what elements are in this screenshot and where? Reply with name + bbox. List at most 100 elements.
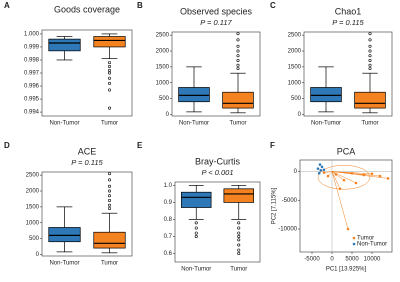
plot-frame — [171, 31, 261, 117]
point — [378, 174, 382, 178]
y-tick-label: 0.7 — [164, 234, 173, 240]
outlier — [368, 44, 372, 48]
box — [310, 87, 342, 103]
x-tick-label: -5000 — [304, 257, 320, 263]
y-tick-label: 2500 — [26, 173, 40, 179]
y-tick-label: 1000 — [288, 80, 302, 86]
chart-title: PCA — [337, 146, 356, 156]
y-tick-label: 0 — [294, 169, 298, 175]
point — [319, 169, 323, 172]
x-tick-label: 0 — [330, 257, 334, 263]
point — [322, 168, 326, 172]
outlier — [236, 49, 240, 53]
plot-frame — [174, 181, 261, 263]
chart-title: Observed species — [180, 6, 253, 16]
outlier — [368, 59, 372, 63]
outlier — [368, 54, 372, 58]
y-tick-label: 0.995 — [24, 97, 40, 103]
legend-marker — [352, 242, 356, 246]
loading-line — [331, 171, 389, 179]
outlier — [237, 251, 241, 255]
outlier — [108, 68, 112, 72]
point — [317, 171, 321, 175]
y-tick-label: 0.996 — [24, 84, 40, 90]
outlier — [237, 221, 241, 225]
outlier — [368, 49, 372, 53]
chart-title: Chao1 — [335, 6, 362, 16]
p-value: P = 0.115 — [332, 18, 364, 27]
y-tick-label: 1500 — [156, 64, 170, 70]
loading-line — [331, 171, 373, 175]
outlier — [108, 184, 112, 188]
outlier — [237, 238, 241, 242]
box — [223, 188, 254, 203]
y-tick-label: 1500 — [288, 64, 302, 70]
point — [342, 178, 346, 182]
box — [48, 38, 81, 52]
x-tick-label: Tumor — [361, 121, 378, 127]
outlier — [236, 44, 240, 48]
y-tick-label: 500 — [29, 236, 40, 242]
point — [386, 177, 390, 180]
panel-label: B — [137, 1, 143, 10]
plot-frame — [299, 159, 393, 253]
x-tick-label: Non-Tumor — [311, 121, 341, 127]
point — [346, 227, 350, 231]
y-tick-label: 2500 — [288, 33, 302, 39]
y-tick-label: 1000 — [156, 80, 170, 86]
y-tick-label: 500 — [159, 96, 170, 102]
box — [93, 231, 126, 249]
point — [318, 163, 322, 166]
x-tick-label: Tumor — [230, 267, 247, 273]
outlier — [368, 38, 372, 42]
plot-frame — [41, 171, 133, 257]
outlier — [237, 226, 241, 230]
box — [48, 227, 81, 243]
outlier — [108, 172, 112, 176]
panel-label: A — [4, 1, 10, 10]
chart-title: Goods coverage — [54, 4, 120, 14]
point — [326, 174, 330, 178]
p-value: P = 0.115 — [71, 158, 103, 167]
panel-label: C — [270, 1, 276, 10]
outlier — [108, 88, 112, 92]
outlier — [108, 203, 112, 207]
y-tick-label: 500 — [291, 96, 302, 102]
point — [338, 187, 342, 191]
y-tick-label: 0 — [166, 112, 170, 118]
y-tick-label: 1.000 — [24, 31, 40, 37]
x-tick-label: Non-Tumor — [181, 267, 211, 273]
outlier — [236, 32, 240, 36]
loading-line — [331, 171, 357, 184]
outlier — [108, 64, 112, 68]
outlier — [108, 206, 112, 210]
x-tick-label: Tumor — [229, 121, 246, 127]
box — [93, 36, 126, 48]
outlier — [108, 76, 112, 80]
outlier — [194, 226, 198, 230]
outlier — [237, 231, 241, 235]
outlier — [108, 194, 112, 198]
x-tick-label: 10000 — [364, 257, 381, 263]
x-tick-label: Tumor — [101, 121, 118, 127]
outlier — [194, 221, 198, 225]
legend-marker — [352, 236, 356, 240]
loading-line — [331, 171, 345, 181]
point — [370, 172, 374, 176]
outlier — [368, 32, 372, 36]
y-tick-label: 0.998 — [24, 58, 40, 64]
p-value: P = 0.117 — [200, 18, 232, 27]
y-tick-label: 0.6 — [164, 251, 173, 257]
outlier — [368, 63, 372, 67]
legend-label: Tumor — [357, 236, 374, 242]
point — [362, 173, 366, 177]
y-tick-label: 1500 — [26, 204, 40, 210]
x-tick-label: Non-Tumor — [49, 261, 79, 267]
ellipse — [317, 165, 371, 190]
point — [320, 165, 324, 169]
outlier — [237, 243, 241, 247]
y-tick-label: 0.999 — [24, 45, 40, 51]
y-tick-label: 2000 — [288, 49, 302, 55]
legend-label: Non-Tumor — [357, 242, 387, 248]
